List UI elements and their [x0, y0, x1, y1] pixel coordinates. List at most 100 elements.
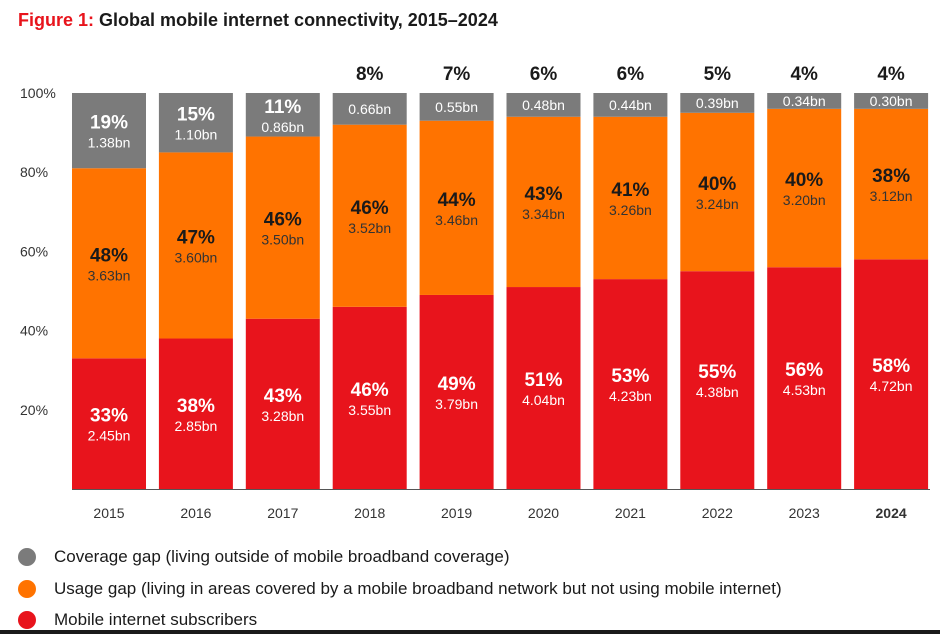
data-label-coverage-percent: 6% — [617, 64, 645, 85]
bar-segment-coverage-gap — [506, 93, 581, 117]
data-label-usage-percent: 40% — [785, 170, 823, 191]
data-label-subscribers-value: 3.79bn — [435, 396, 478, 412]
bar-segment-usage-gap — [506, 116, 581, 288]
bar-segment-coverage-gap — [332, 93, 407, 125]
data-label-coverage-value: 1.10bn — [174, 127, 217, 143]
data-label-subscribers-value: 3.28bn — [261, 408, 304, 424]
data-label-coverage-percent: 4% — [790, 64, 818, 85]
data-label-coverage-value: 0.86bn — [261, 119, 304, 135]
data-label-coverage-value: 0.48bn — [522, 97, 565, 113]
bar-segment-subscribers — [854, 259, 929, 489]
data-label-subscribers-percent: 56% — [785, 360, 823, 381]
bar-segment-usage-gap — [593, 116, 668, 280]
data-label-usage-value: 3.26bn — [609, 202, 652, 218]
data-label-coverage-value: 1.38bn — [88, 135, 131, 151]
x-tick-label: 2019 — [441, 505, 472, 521]
bar-segment-subscribers — [332, 306, 407, 489]
data-label-usage-percent: 41% — [611, 180, 649, 201]
bar-segment-usage-gap — [767, 108, 842, 268]
bar-segment-subscribers — [767, 267, 842, 489]
data-label-coverage-percent: 11% — [264, 97, 301, 118]
bar-segment-usage-gap — [332, 124, 407, 307]
bar-segment-usage-gap — [854, 108, 929, 260]
legend-label-usage-gap: Usage gap (living in areas covered by a … — [54, 579, 782, 598]
data-label-coverage-percent: 5% — [704, 64, 732, 85]
bottom-rule — [0, 630, 940, 634]
figure-title-text: Global mobile internet connectivity, 201… — [99, 10, 498, 30]
data-label-subscribers-percent: 53% — [611, 366, 649, 387]
bar-segment-coverage-gap — [72, 93, 146, 169]
y-tick-label: 20% — [20, 402, 48, 418]
chart-title: Figure 1: Global mobile internet connect… — [18, 10, 498, 31]
y-tick-label: 100% — [20, 85, 56, 101]
legend-item-mobile-subscribers: Mobile internet subscribers — [18, 609, 918, 631]
x-tick-label: 2017 — [267, 505, 298, 521]
data-label-usage-value: 3.20bn — [783, 192, 826, 208]
data-label-coverage-value: 0.66bn — [348, 101, 391, 117]
data-label-subscribers-value: 4.72bn — [870, 378, 913, 394]
data-label-coverage-value: 0.34bn — [783, 93, 826, 109]
data-label-usage-percent: 46% — [351, 198, 389, 219]
x-tick-label: 2015 — [93, 505, 124, 521]
figure-number: Figure 1: — [18, 10, 95, 30]
bar-segment-coverage-gap — [767, 93, 842, 109]
bar-segment-subscribers — [158, 338, 233, 489]
stacked-bar-chart: 20% 40% 60% 80% 100% 33%2.45bn 48%3.63bn 19%1.3… — [20, 64, 930, 521]
data-label-usage-value: 3.34bn — [522, 206, 565, 222]
bar-segment-coverage-gap — [419, 93, 494, 121]
data-label-usage-percent: 47% — [177, 227, 215, 248]
data-label-coverage-percent: 4% — [877, 64, 905, 85]
bar-segment-usage-gap — [680, 112, 755, 272]
data-label-subscribers-value: 2.45bn — [88, 428, 131, 444]
bar-segment-subscribers — [419, 294, 494, 489]
bar-segment-coverage-gap — [680, 93, 755, 113]
y-tick-label: 40% — [20, 323, 48, 339]
legend-label-mobile-subscribers: Mobile internet subscribers — [54, 610, 258, 629]
bar-segment-subscribers — [506, 287, 581, 489]
data-label-usage-percent: 44% — [438, 190, 476, 211]
data-label-subscribers-percent: 55% — [698, 362, 736, 383]
legend-swatch-coverage-gap — [18, 548, 36, 566]
data-label-coverage-percent: 15% — [177, 105, 215, 126]
data-label-usage-percent: 43% — [524, 184, 562, 205]
y-tick-label: 80% — [20, 164, 48, 180]
data-label-subscribers-value: 4.53bn — [783, 382, 826, 398]
bar-segment-subscribers — [680, 271, 755, 489]
x-tick-label: 2023 — [789, 505, 820, 521]
data-label-coverage-percent: 8% — [356, 64, 384, 85]
data-label-subscribers-percent: 51% — [524, 370, 562, 391]
data-label-usage-percent: 48% — [90, 245, 128, 266]
legend-item-coverage-gap: Coverage gap (living outside of mobile b… — [18, 546, 918, 568]
legend-label-coverage-gap: Coverage gap (living outside of mobile b… — [54, 547, 510, 566]
data-label-usage-value: 3.52bn — [348, 220, 391, 236]
data-label-subscribers-percent: 58% — [872, 356, 910, 377]
data-label-subscribers-percent: 49% — [438, 374, 476, 395]
bar-segment-usage-gap — [72, 168, 146, 359]
data-label-usage-value: 3.24bn — [696, 196, 739, 212]
bar-segment-coverage-gap — [158, 93, 233, 153]
data-label-coverage-percent: 6% — [530, 64, 558, 85]
data-label-usage-percent: 46% — [264, 210, 302, 231]
x-tick-label: 2021 — [615, 505, 646, 521]
bar-segment-subscribers — [245, 318, 320, 489]
bar-segment-usage-gap — [245, 136, 320, 319]
x-tick-label: 2016 — [180, 505, 211, 521]
data-label-subscribers-percent: 38% — [177, 396, 215, 417]
bar-segment-subscribers — [72, 358, 146, 489]
legend-item-usage-gap: Usage gap (living in areas covered by a … — [18, 578, 918, 600]
legend-swatch-usage-gap — [18, 580, 36, 598]
bar-segment-coverage-gap — [245, 93, 320, 137]
x-tick-label: 2024 — [876, 505, 907, 521]
data-label-coverage-percent: 7% — [443, 64, 471, 85]
data-label-subscribers-percent: 46% — [351, 380, 389, 401]
y-tick-label: 60% — [20, 243, 48, 259]
bar-segment-coverage-gap — [854, 93, 929, 109]
data-label-coverage-percent: 19% — [90, 113, 128, 134]
data-label-usage-value: 3.63bn — [88, 267, 131, 283]
data-label-usage-value: 3.50bn — [261, 232, 304, 248]
data-label-subscribers-value: 4.23bn — [609, 388, 652, 404]
data-label-coverage-value: 0.55bn — [435, 99, 478, 115]
bar-segment-coverage-gap — [593, 93, 668, 117]
bar-segment-subscribers — [593, 279, 668, 489]
data-label-subscribers-percent: 33% — [90, 406, 128, 427]
